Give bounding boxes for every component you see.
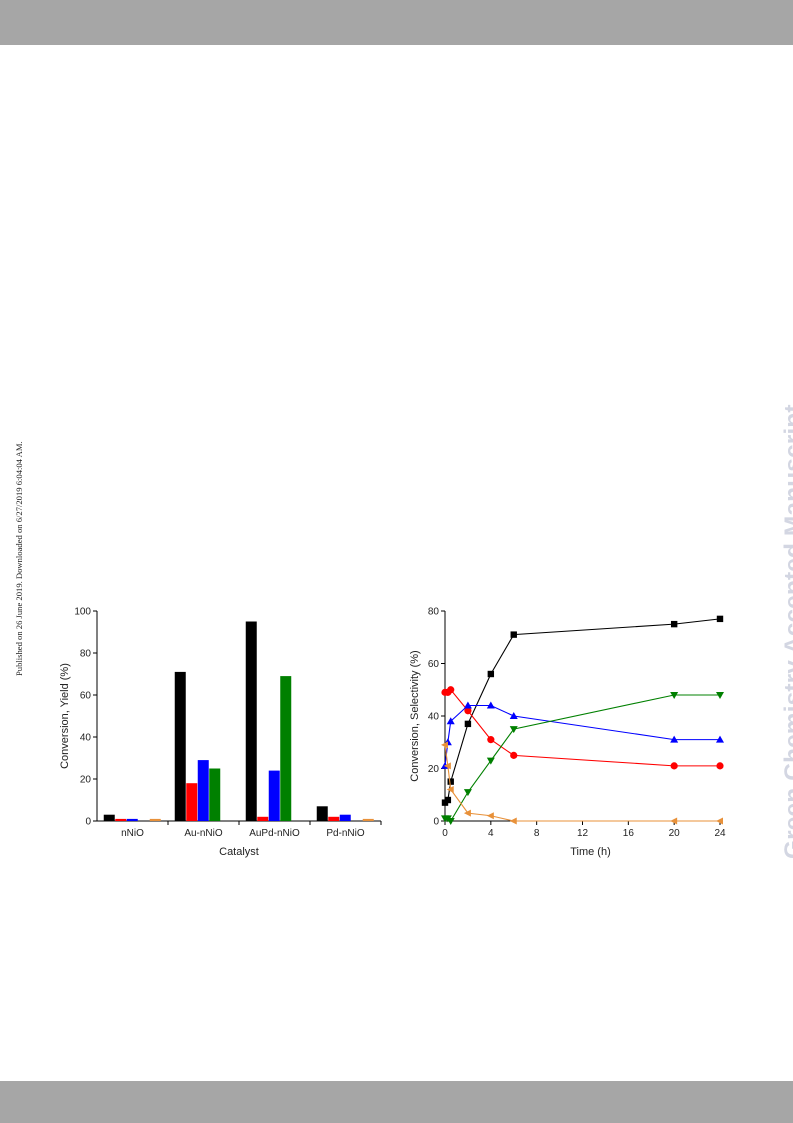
bar: [268, 770, 280, 821]
data-point: [670, 817, 678, 825]
data-point: [463, 809, 471, 817]
bar: [362, 818, 374, 821]
bar-chart-y-tick-label: 80: [80, 649, 92, 660]
header-band: [0, 0, 793, 45]
line-chart-x-tick-label: 0: [442, 828, 448, 839]
bar: [115, 818, 127, 821]
line-chart-x-tick-label: 4: [488, 828, 494, 839]
series-line: [445, 694, 720, 822]
data-point: [447, 778, 454, 785]
line-chart-x-axis-title: Time (h): [570, 846, 611, 858]
data-point: [509, 712, 518, 719]
series-line: [444, 744, 720, 822]
line-chart-y-tick-label: 20: [428, 764, 440, 775]
data-point: [447, 686, 455, 694]
data-point: [487, 736, 495, 744]
bar-chart-x-axis-title: Catalyst: [219, 846, 259, 858]
data-point: [464, 707, 472, 715]
bar: [174, 671, 186, 821]
bar-chart-y-tick-label: 20: [80, 775, 92, 786]
data-point: [487, 670, 495, 678]
bar: [209, 768, 221, 821]
bar-chart: Catalyst Conversion, Yield (%) 0 20 40 60 80…: [59, 607, 382, 858]
series-line: [444, 618, 721, 804]
data-point: [510, 631, 517, 638]
data-point: [463, 701, 472, 709]
line-chart: Time (h) Conversion, Selectivity (%) 0 20…: [409, 607, 726, 859]
line-chart-y-tick-label: 0: [433, 817, 439, 828]
data-point: [509, 817, 517, 825]
data-point: [716, 692, 724, 699]
bar-chart-y-tick-label: 40: [80, 733, 92, 744]
data-point: [670, 620, 678, 628]
line-chart-x-tick-label: 16: [623, 828, 635, 839]
line-chart-y-axis-title: Conversion, Selectivity (%): [409, 650, 421, 781]
data-point: [443, 762, 451, 770]
data-point: [486, 812, 494, 820]
data-point: [716, 735, 724, 743]
bar: [316, 806, 328, 821]
bar-chart-y-tick-label: 60: [80, 691, 92, 702]
data-point: [670, 762, 678, 770]
line-chart-x-tick-label: 24: [714, 828, 726, 839]
data-point: [510, 751, 518, 759]
bar-chart-y-tick-label: 100: [74, 607, 91, 618]
data-point: [446, 818, 455, 825]
data-point: [670, 692, 679, 699]
series-line: [444, 704, 720, 766]
data-point: [441, 741, 448, 749]
line-chart-x-tick-label: 20: [669, 828, 681, 839]
line-chart-x-tick-label: 12: [577, 828, 589, 839]
bar: [245, 621, 257, 821]
data-point: [716, 615, 724, 623]
bar: [280, 676, 292, 821]
data-point: [446, 786, 454, 793]
data-point: [464, 720, 472, 728]
data-point: [444, 796, 452, 804]
bar: [257, 816, 269, 821]
bar: [103, 814, 115, 821]
line-chart-y-tick-label: 80: [428, 607, 440, 618]
bar: [328, 816, 340, 821]
bar-chart-category-label: AuPd-nNiO: [249, 828, 300, 839]
data-point: [716, 762, 724, 770]
line-chart-x-tick-label: 8: [534, 828, 540, 839]
bar-chart-y-tick-label: 0: [85, 817, 91, 828]
data-point: [509, 726, 518, 734]
bar: [197, 760, 209, 821]
bar-chart-y-axis-title: Conversion, Yield (%): [59, 663, 71, 769]
footer-band: [0, 1081, 793, 1123]
bar-chart-category-label: Pd-nNiO: [326, 828, 365, 839]
data-point: [716, 817, 723, 825]
data-point: [446, 717, 455, 725]
bar: [339, 814, 351, 821]
bar: [186, 783, 198, 821]
data-point: [486, 701, 495, 709]
data-point: [486, 757, 495, 765]
data-point: [670, 735, 679, 743]
bar: [149, 818, 161, 821]
line-chart-y-tick-label: 40: [428, 712, 440, 723]
series-line: [445, 688, 720, 767]
line-chart-y-tick-label: 60: [428, 659, 440, 670]
bar-chart-category-label: Au-nNiO: [184, 828, 223, 839]
bar: [126, 818, 138, 821]
bar-chart-category-label: nNiO: [121, 828, 144, 839]
data-point: [463, 789, 472, 797]
